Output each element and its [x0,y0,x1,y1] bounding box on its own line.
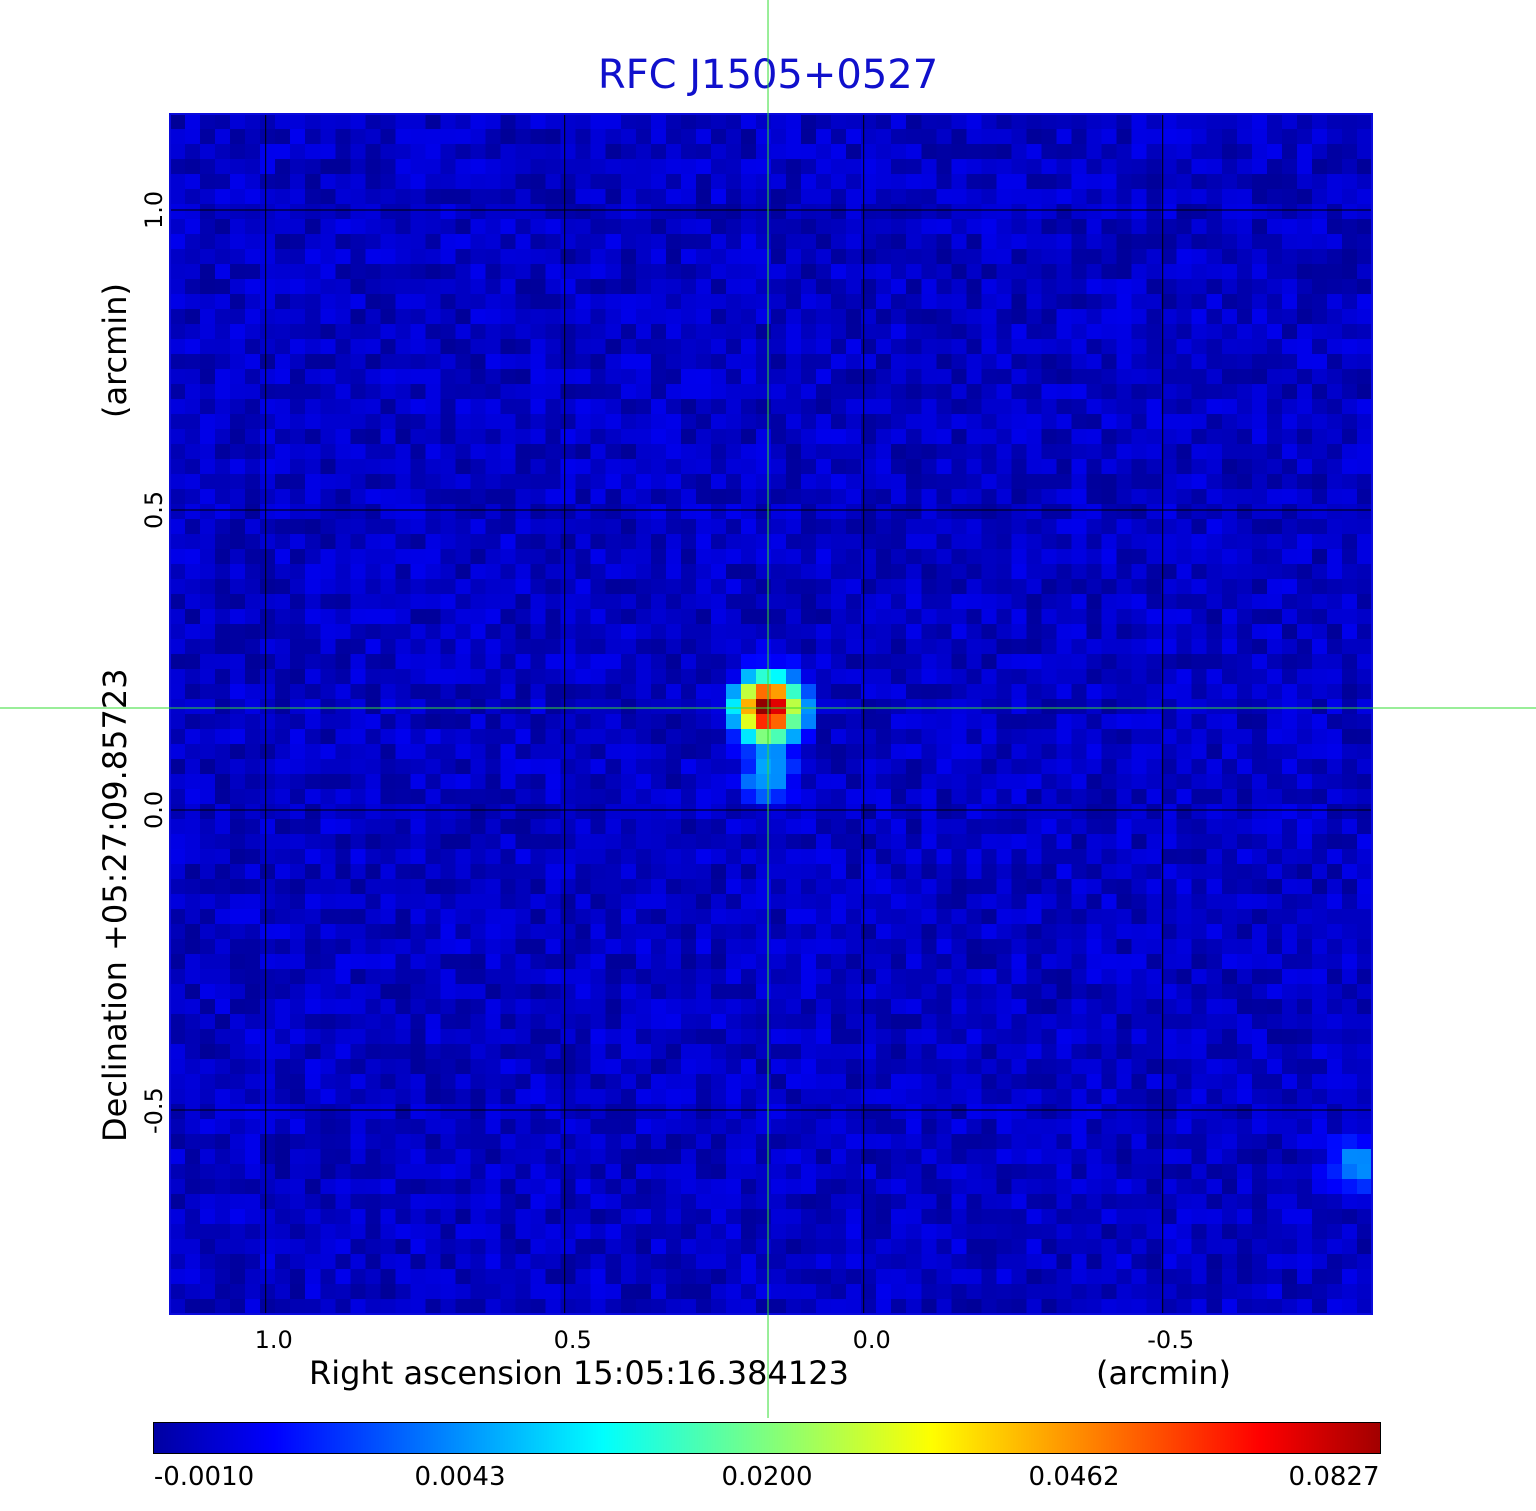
y-tick-label: 0.0 [140,790,168,829]
colorbar [153,1422,1381,1454]
x-tick-label: 0.0 [852,1326,891,1354]
colorbar-tick-label: 0.0827 [1288,1462,1380,1492]
y-tick-label: -0.5 [140,1086,168,1134]
y-axis-label: Declination +05:27:09.85723 [96,668,134,1142]
y-axis-unit: (arcmin) [96,283,134,418]
y-tick-label: 1.0 [140,190,168,229]
colorbar-tick-label: 0.0043 [414,1462,506,1492]
colorbar-tick-label: 0.0462 [1028,1462,1120,1492]
x-tick-label: -0.5 [1147,1326,1195,1354]
x-axis-unit: (arcmin) [1096,1354,1231,1392]
y-tick-label: 0.5 [140,490,168,529]
intensity-map [170,114,1372,1314]
x-axis-label: Right ascension 15:05:16.384123 [309,1354,849,1392]
x-tick-label: 1.0 [254,1326,293,1354]
colorbar-tick-label: -0.0010 [153,1462,255,1492]
plot-frame [169,113,1373,1315]
colorbar-tick-label: 0.0200 [721,1462,813,1492]
x-tick-label: 0.5 [553,1326,592,1354]
